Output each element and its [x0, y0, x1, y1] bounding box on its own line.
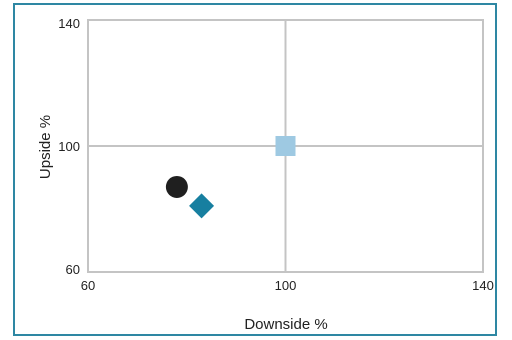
data-point-diamond — [189, 193, 215, 219]
data-point-square — [275, 136, 296, 156]
chart-frame — [13, 3, 497, 336]
data-points — [165, 136, 296, 219]
x-axis-label: Downside % — [244, 316, 327, 333]
x-tick-label: 140 — [472, 278, 494, 293]
y-axis-label: Upside % — [37, 115, 54, 179]
x-tick-label: 100 — [275, 278, 297, 293]
y-tick-label: 140 — [58, 16, 80, 31]
y-tick-label: 60 — [66, 262, 80, 277]
y-tick-label: 100 — [58, 139, 80, 154]
data-point-circle — [165, 175, 188, 198]
tick-labels: 60 100 140 60 100 140 — [58, 16, 494, 293]
x-tick-label: 60 — [81, 278, 95, 293]
